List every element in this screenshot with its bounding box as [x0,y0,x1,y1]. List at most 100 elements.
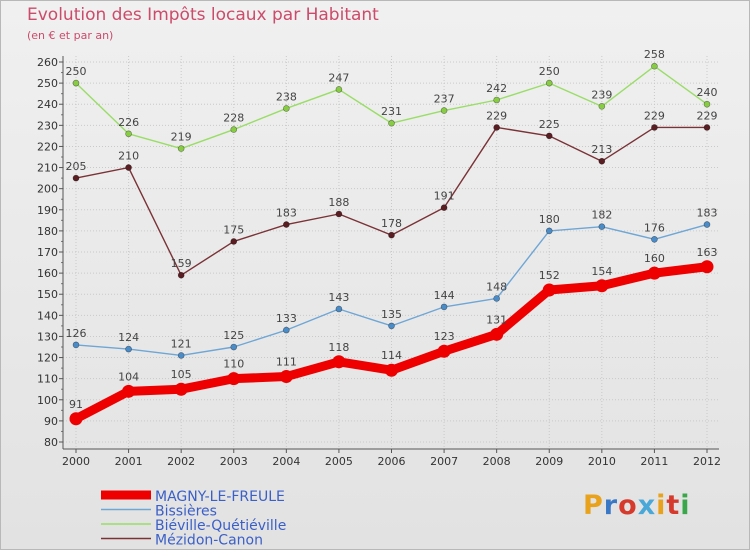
data-label-m-zidon-canon: 178 [381,217,402,230]
data-point-bissi-res [651,236,658,243]
data-point-magny-le-freule [490,327,504,341]
y-tick-label: 110 [37,373,58,386]
data-point-m-zidon-canon [72,174,80,182]
data-point-bi-ville-qu-ti-ville [651,62,658,70]
data-label-magny-le-freule: 118 [328,341,349,354]
y-tick-label: 80 [44,436,58,449]
data-label-bissi-res: 176 [644,221,665,234]
data-point-m-zidon-canon [230,238,238,245]
y-tick-label: 220 [37,140,58,153]
data-label-magny-le-freule: 110 [223,358,244,371]
x-tick-label: 2008 [483,455,511,468]
data-label-magny-le-freule: 131 [486,313,507,326]
data-label-bissi-res: 182 [591,209,612,222]
data-point-bissi-res [545,227,553,235]
data-point-magny-le-freule [279,370,293,384]
data-point-m-zidon-canon [493,124,500,131]
data-point-bissi-res [598,223,606,230]
proxiti-logo: Proxiti [583,490,691,521]
x-tick-label: 2000 [62,455,90,468]
y-tick-label: 160 [37,267,58,280]
data-label-bissi-res: 121 [171,337,192,350]
data-label-bi-ville-qu-ti-ville: 238 [276,90,297,103]
y-tick-label: 240 [37,98,58,111]
legend-label: Biéville-Quétiéville [155,518,286,534]
data-label-bi-ville-qu-ti-ville: 219 [171,131,192,144]
x-tick-label: 2011 [640,455,668,468]
data-point-magny-le-freule [332,355,346,369]
data-label-bissi-res: 124 [118,331,139,344]
y-tick-label: 150 [37,288,58,301]
data-label-m-zidon-canon: 175 [223,223,244,236]
data-point-bissi-res [703,221,711,228]
y-tick-label: 130 [37,330,58,343]
data-label-m-zidon-canon: 229 [644,109,665,122]
data-point-bi-ville-qu-ti-ville [72,79,80,87]
data-label-bi-ville-qu-ti-ville: 242 [486,82,507,95]
data-label-bi-ville-qu-ti-ville: 247 [328,71,349,84]
data-point-bissi-res [230,343,238,351]
x-tick-label: 2002 [167,455,195,468]
data-label-magny-le-freule: 123 [434,330,455,343]
legend-label: Bissières [155,504,217,520]
data-point-bi-ville-qu-ti-ville [598,103,606,110]
data-label-magny-le-freule: 163 [697,246,718,259]
data-label-bi-ville-qu-ti-ville: 250 [539,65,560,78]
data-point-m-zidon-canon [545,132,553,140]
data-label-m-zidon-canon: 229 [697,109,718,122]
data-label-m-zidon-canon: 225 [539,118,560,131]
y-tick-label: 140 [37,309,58,322]
data-label-bi-ville-qu-ti-ville: 231 [381,105,402,118]
data-label-magny-le-freule: 152 [539,269,560,282]
data-label-bi-ville-qu-ti-ville: 258 [644,48,665,61]
data-point-bi-ville-qu-ti-ville [545,79,553,87]
data-label-m-zidon-canon: 205 [66,160,87,173]
data-point-magny-le-freule [69,412,83,426]
data-point-magny-le-freule [595,279,609,293]
data-label-bi-ville-qu-ti-ville: 237 [434,93,455,106]
data-label-magny-le-freule: 111 [276,356,297,369]
data-point-bissi-res [493,295,500,302]
data-point-magny-le-freule [542,283,556,297]
data-point-bi-ville-qu-ti-ville [177,145,185,152]
data-label-bissi-res: 148 [486,280,507,293]
data-point-m-zidon-canon [703,124,711,131]
data-point-m-zidon-canon [177,271,185,279]
data-point-magny-le-freule [385,363,398,377]
y-tick-label: 200 [37,183,58,196]
data-label-bissi-res: 126 [66,327,87,340]
chart-subtitle: (en € et par an) [27,29,114,42]
x-tick-label: 2005 [325,455,353,468]
y-tick-label: 260 [37,56,58,69]
data-point-bissi-res [125,345,132,353]
data-point-m-zidon-canon [335,210,343,218]
data-point-bi-ville-qu-ti-ville [335,86,343,93]
data-label-bissi-res: 180 [539,213,560,226]
data-label-bi-ville-qu-ti-ville: 228 [223,112,244,125]
data-label-magny-le-freule: 160 [644,252,665,265]
data-point-bi-ville-qu-ti-ville [388,119,395,127]
x-tick-label: 2012 [693,455,721,468]
data-point-bissi-res [177,352,185,359]
chart-title: Evolution des Impôts locaux par Habitant [27,5,379,25]
data-label-magny-le-freule: 104 [118,370,139,383]
data-point-bissi-res [440,303,448,311]
data-label-m-zidon-canon: 183 [276,207,297,220]
data-label-bi-ville-qu-ti-ville: 226 [118,116,139,129]
y-tick-label: 100 [37,394,58,407]
data-label-bissi-res: 125 [223,329,244,342]
data-label-bi-ville-qu-ti-ville: 240 [697,86,718,99]
data-point-bi-ville-qu-ti-ville [125,130,132,138]
data-label-magny-le-freule: 105 [171,368,192,381]
data-point-magny-le-freule [122,384,136,398]
data-point-bissi-res [72,341,80,349]
x-tick-label: 2003 [220,455,248,468]
data-point-bi-ville-qu-ti-ville [703,100,711,108]
y-tick-label: 190 [37,204,58,217]
data-point-m-zidon-canon [283,221,290,228]
data-label-bissi-res: 133 [276,312,297,325]
y-tick-label: 120 [37,352,58,365]
data-point-magny-le-freule [174,382,188,396]
y-tick-label: 230 [37,119,58,132]
data-label-bi-ville-qu-ti-ville: 239 [591,88,612,101]
